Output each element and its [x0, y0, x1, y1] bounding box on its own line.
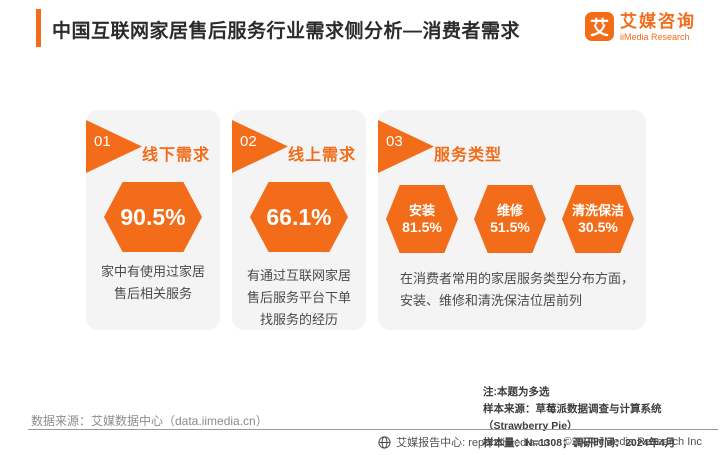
hexagon-row: 安装 81.5% 维修 51.5% 清洗保洁 30.5%	[386, 185, 634, 253]
card-description: 在消费者常用的家居服务类型分布方面， 安装、维修和清洗保洁位居前列	[400, 271, 635, 308]
card-number: 03	[386, 133, 403, 150]
card-description: 有通过互联网家居 售后服务平台下单 找服务的经历	[246, 268, 351, 327]
footer-divider	[28, 429, 718, 430]
globe-icon	[378, 435, 391, 449]
hexagon-label: 清洗保洁	[571, 202, 624, 218]
hexagon-stat-repair: 维修 51.5%	[474, 185, 546, 253]
card-number: 01	[94, 133, 111, 150]
note-line: 注:本题为多选	[483, 386, 550, 398]
report-center-link: 艾媒报告中心: report.iimedia.cn	[396, 437, 550, 449]
card-online-demand: 02 线上需求 66.1% 有通过互联网家居 售后服务平台下单 找服务的经历	[232, 110, 366, 330]
logo-name-cn: 艾媒咨询	[620, 12, 696, 31]
card-number: 02	[240, 133, 257, 150]
card-title: 线下需求	[142, 147, 211, 164]
logo-text: 艾媒咨询 iiMedia Research	[620, 12, 696, 43]
page-title: 中国互联网家居售后服务行业需求侧分析—消费者需求	[52, 21, 521, 42]
hexagon-stat: 66.1%	[250, 182, 348, 252]
iimedia-logo: 艾 艾媒咨询 iiMedia Research	[585, 12, 696, 43]
footer: 艾媒报告中心: report.iimedia.cn ©2024 iiMedia …	[360, 434, 720, 450]
card-service-types: 03 服务类型 安装 81.5% 维修 51.5% 清洗保洁 30.5% 在消费…	[378, 110, 646, 330]
hexagon-stat-cleaning: 清洗保洁 30.5%	[562, 185, 634, 253]
hexagon-label: 安装	[408, 202, 435, 218]
hexagon-value: 81.5%	[402, 218, 442, 235]
card-title: 线上需求	[288, 147, 357, 164]
title-accent-bar	[36, 9, 41, 47]
logo-name-en: iiMedia Research	[620, 32, 690, 42]
note-line: 样本量：N=1308；调研时间：2024年4月	[483, 437, 676, 449]
copyright: ©2024 iiMedia Research Inc	[563, 436, 702, 448]
hexagon-stat-install: 安装 81.5%	[386, 185, 458, 253]
hexagon-value: 30.5%	[578, 218, 618, 235]
hexagon-label: 维修	[496, 202, 523, 218]
hexagon-value: 51.5%	[490, 218, 530, 235]
card-title: 服务类型	[434, 147, 503, 164]
iimedia-logo-icon: 艾	[585, 12, 614, 41]
card-description: 家中有使用过家居 售后相关服务	[100, 264, 205, 301]
data-source: 数据来源：艾媒数据中心（data.iimedia.cn）	[31, 414, 268, 428]
hexagon-stat: 90.5%	[104, 182, 202, 252]
card-offline-demand: 01 线下需求 90.5% 家中有使用过家居 售后相关服务	[86, 110, 220, 330]
